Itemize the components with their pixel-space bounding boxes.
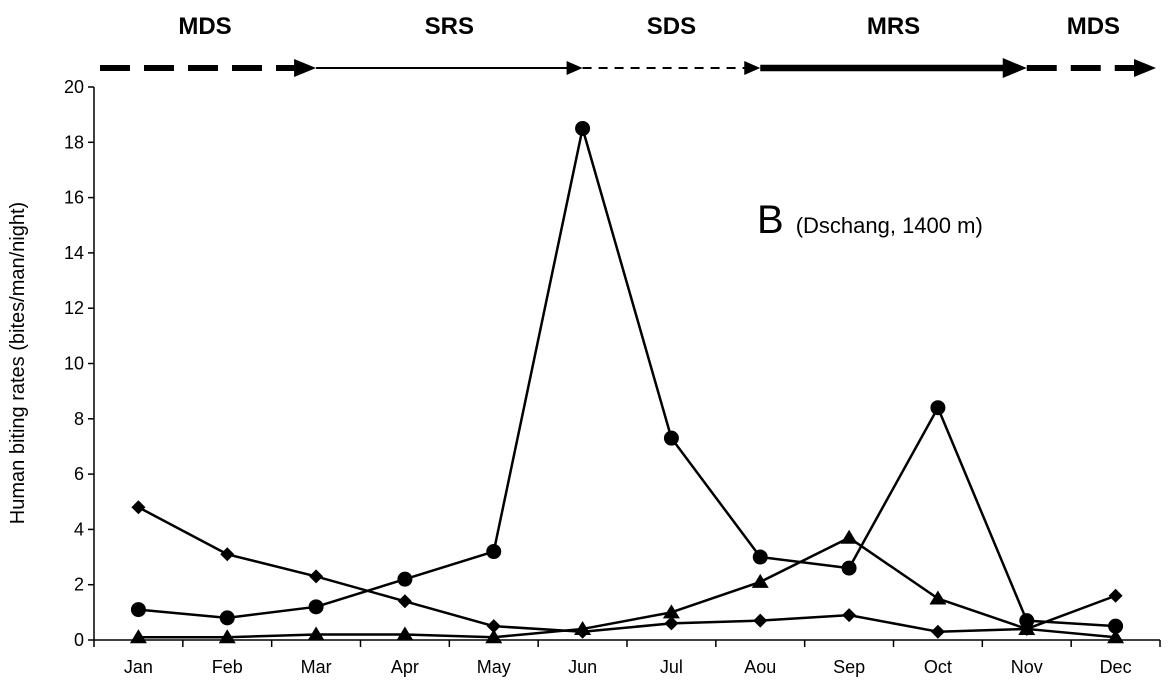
season-arrow-head	[744, 61, 761, 75]
x-tick-label: Jul	[660, 657, 683, 677]
data-point-triangle	[840, 529, 858, 544]
data-point-diamond	[309, 569, 324, 584]
data-point-circle	[752, 549, 768, 565]
season-arrow: MDS	[100, 13, 317, 77]
x-tick-label: Apr	[391, 657, 419, 677]
data-point-diamond	[930, 624, 945, 639]
series-triangle	[129, 529, 1125, 644]
data-point-circle	[930, 400, 946, 416]
x-tick-label: Feb	[212, 657, 243, 677]
data-point-diamond	[220, 547, 235, 562]
season-arrow: MRS	[760, 13, 1027, 78]
data-point-circle	[130, 602, 146, 618]
data-point-circle	[1019, 613, 1035, 629]
data-point-triangle	[574, 620, 592, 635]
y-tick-label: 10	[64, 354, 84, 374]
season-label: MDS	[1067, 13, 1120, 40]
data-point-circle	[841, 560, 857, 576]
data-point-triangle	[307, 626, 325, 641]
y-tick-label: 2	[74, 575, 84, 595]
annotation-letter: B	[757, 198, 784, 242]
data-point-triangle	[218, 629, 236, 644]
season-arrow-head	[566, 61, 583, 75]
data-point-circle	[397, 571, 413, 587]
data-point-diamond	[842, 608, 857, 623]
series-circle	[130, 120, 1124, 634]
x-tick-label: Mar	[301, 657, 332, 677]
data-point-triangle	[929, 590, 947, 605]
y-tick-label: 20	[64, 77, 84, 97]
x-tick-label: Oct	[924, 657, 952, 677]
data-point-circle	[308, 599, 324, 615]
data-point-triangle	[1107, 629, 1125, 644]
y-tick-label: 16	[64, 188, 84, 208]
season-arrow-head	[1002, 58, 1027, 78]
y-tick-label: 18	[64, 132, 84, 152]
data-point-triangle	[662, 604, 680, 619]
series-line-diamond	[137, 506, 1117, 633]
annotation-text: (Dschang, 1400 m)	[796, 213, 983, 238]
x-tick-label: May	[477, 657, 511, 677]
data-point-triangle	[751, 573, 769, 588]
data-point-triangle	[485, 629, 503, 644]
season-arrow: SRS	[316, 13, 583, 75]
data-point-triangle	[129, 629, 147, 644]
x-tick-label: Nov	[1011, 657, 1043, 677]
season-label: MRS	[867, 13, 920, 40]
season-label: SDS	[647, 13, 696, 40]
season-arrow: SDS	[582, 13, 761, 75]
data-point-triangle	[1018, 620, 1036, 635]
data-point-diamond	[397, 594, 412, 609]
data-point-circle	[219, 610, 235, 626]
x-tick-label: Sep	[833, 657, 865, 677]
chart-annotation: B (Dschang, 1400 m)	[757, 198, 983, 242]
data-series	[129, 120, 1125, 644]
y-tick-label: 14	[64, 243, 84, 263]
data-point-diamond	[131, 500, 146, 515]
series-line-triangle	[138, 536, 1116, 639]
data-point-triangle	[396, 626, 414, 641]
data-point-diamond	[1108, 588, 1123, 603]
x-tick-label: Jan	[124, 657, 153, 677]
season-label: SRS	[425, 13, 474, 40]
season-bar: MDS SRS SDS MRS MDS	[100, 13, 1156, 78]
y-tick-label: 12	[64, 298, 84, 318]
data-point-diamond	[664, 616, 679, 631]
x-tick-label: Jun	[568, 657, 597, 677]
data-point-circle	[1108, 618, 1124, 634]
data-point-circle	[575, 120, 591, 136]
axis-ticks: 0 2 4 6 8 10 12 14 16 18 20 Jan Feb Mar Apr May Jun Jul Ao…	[64, 77, 1161, 677]
season-label: MDS	[178, 13, 231, 40]
season-arrow: MDS	[1026, 13, 1156, 77]
data-point-diamond	[753, 613, 768, 628]
y-tick-label: 0	[74, 630, 84, 650]
season-arrow-head	[1134, 59, 1156, 77]
y-tick-label: 6	[74, 464, 84, 484]
y-tick-label: 4	[74, 519, 84, 539]
y-axis-label: Human biting rates (bites/man/night)	[7, 202, 29, 524]
series-line-circle	[138, 127, 1116, 628]
season-arrow-head	[294, 59, 317, 77]
data-point-circle	[486, 544, 502, 560]
x-tick-label: Dec	[1100, 657, 1132, 677]
y-tick-label: 8	[74, 409, 84, 429]
data-point-circle	[663, 430, 679, 446]
data-point-diamond	[486, 619, 501, 634]
x-tick-label: Aou	[744, 657, 776, 677]
series-diamond	[131, 500, 1123, 639]
